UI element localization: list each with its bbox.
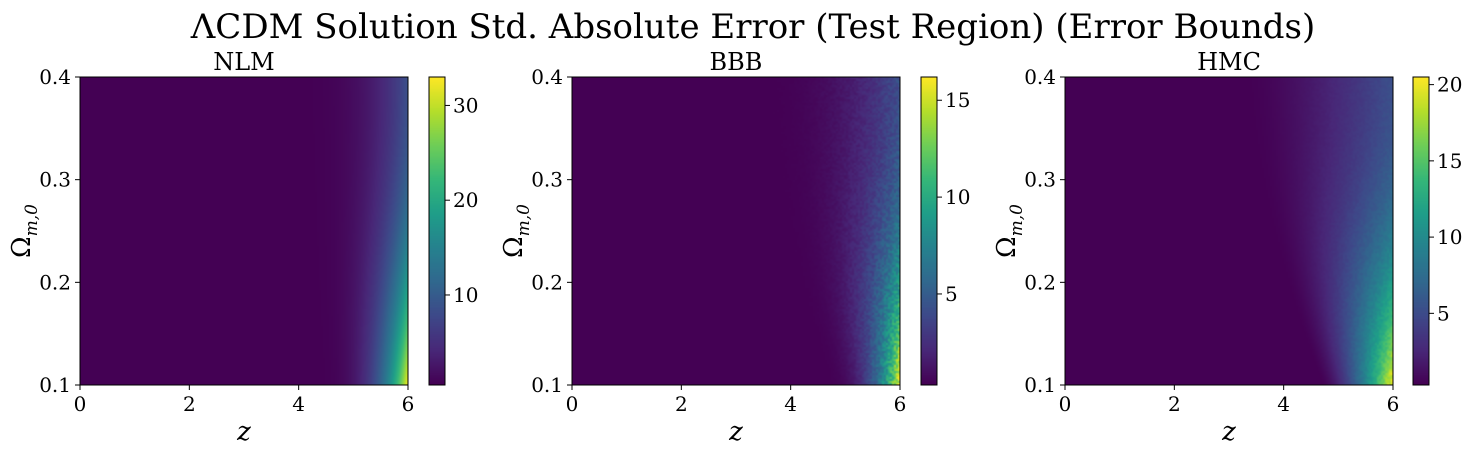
x-tick-label: 2 — [1168, 392, 1181, 416]
panel-title: NLM — [213, 48, 275, 76]
x-axis: 0 2 4 6 — [566, 385, 907, 416]
colorbar-tick-label: 20 — [453, 188, 478, 212]
colorbar-tick-label: 20 — [1437, 73, 1462, 97]
colorbar-tick-label: 10 — [945, 185, 970, 209]
y-tick-label: 0.3 — [531, 168, 563, 192]
x-tick-label: 0 — [74, 392, 87, 416]
y-axis-label: Ωm,0 — [7, 204, 42, 258]
y-axis-label: Ωm,0 — [499, 204, 534, 258]
y-axis-label-sub: m,0 — [514, 204, 534, 237]
x-tick-label: 6 — [402, 392, 415, 416]
colorbar-tick-label: 5 — [1437, 301, 1450, 325]
colorbar-image — [1413, 77, 1429, 385]
x-tick-label: 4 — [292, 392, 305, 416]
plot-frame — [571, 76, 901, 386]
heatmap-image — [1065, 77, 1393, 385]
x-tick-label: 0 — [566, 392, 579, 416]
x-tick-label: 4 — [784, 392, 797, 416]
panel-bbb: BBB 0 2 4 6 0.1 0.2 0.3 0.4 z Ωm,0 5 10 15 — [499, 48, 970, 447]
x-tick-label: 0 — [1059, 392, 1072, 416]
colorbar-tick-label: 10 — [1437, 225, 1462, 249]
y-axis: 0.1 0.2 0.3 0.4 — [1024, 65, 1065, 397]
figure-title: ΛCDM Solution Std. Absolute Error (Test … — [190, 7, 1315, 47]
y-axis-label-main: Ω — [499, 236, 529, 258]
panel-hmc: HMC 0 2 4 6 0.1 0.2 0.3 0.4 z Ωm,0 5 10 15 20 — [992, 48, 1462, 447]
panel-title: HMC — [1197, 48, 1261, 76]
x-axis: 0 2 4 6 — [74, 385, 415, 416]
panel-nlm: NLM 0 2 4 6 0.1 0.2 0.3 0.4 z Ωm,0 10 20 30 — [7, 48, 478, 447]
x-tick-label: 6 — [894, 392, 907, 416]
y-tick-label: 0.1 — [1024, 373, 1056, 397]
colorbar-tick-label: 5 — [945, 282, 958, 306]
colorbar-axis: 10 20 30 — [445, 93, 478, 307]
y-tick-label: 0.4 — [531, 65, 563, 89]
y-tick-label: 0.4 — [1024, 65, 1056, 89]
colorbar-frame — [920, 76, 938, 386]
y-tick-label: 0.1 — [531, 373, 563, 397]
plot-frame — [79, 76, 409, 386]
colorbar-axis: 5 10 15 20 — [1429, 73, 1462, 325]
colorbar-tick-label: 15 — [1437, 149, 1462, 173]
y-axis: 0.1 0.2 0.3 0.4 — [531, 65, 572, 397]
y-axis-label: Ωm,0 — [992, 204, 1027, 258]
x-axis-label: z — [728, 417, 743, 447]
x-tick-label: 2 — [675, 392, 688, 416]
panel-title: BBB — [710, 48, 763, 76]
colorbar-frame — [428, 76, 446, 386]
heatmap-image — [80, 77, 408, 385]
colorbar-tick-label: 30 — [453, 93, 478, 117]
x-tick-label: 6 — [1387, 392, 1400, 416]
y-axis: 0.1 0.2 0.3 0.4 — [39, 65, 80, 397]
colorbar-image — [429, 77, 445, 385]
y-axis-label-main: Ω — [992, 236, 1022, 258]
y-tick-label: 0.2 — [531, 270, 563, 294]
y-tick-label: 0.2 — [39, 270, 71, 294]
x-axis-label: z — [236, 417, 251, 447]
y-tick-label: 0.2 — [1024, 270, 1056, 294]
y-tick-label: 0.1 — [39, 373, 71, 397]
y-axis-label-sub: m,0 — [22, 204, 42, 237]
colorbar-image — [921, 77, 937, 385]
y-axis-label-sub: m,0 — [1007, 204, 1027, 237]
colorbar-tick-label: 15 — [945, 88, 970, 112]
x-tick-label: 4 — [1277, 392, 1290, 416]
colorbar-frame — [1412, 76, 1430, 386]
heatmap-image — [572, 77, 900, 385]
colorbar-axis: 5 10 15 — [937, 88, 970, 306]
plot-frame — [1064, 76, 1394, 386]
x-axis: 0 2 4 6 — [1059, 385, 1400, 416]
x-tick-label: 2 — [183, 392, 196, 416]
colorbar-tick-label: 10 — [453, 283, 478, 307]
y-axis-label-main: Ω — [7, 236, 37, 258]
y-tick-label: 0.3 — [39, 168, 71, 192]
x-axis-label: z — [1221, 417, 1236, 447]
y-tick-label: 0.3 — [1024, 168, 1056, 192]
y-tick-label: 0.4 — [39, 65, 71, 89]
